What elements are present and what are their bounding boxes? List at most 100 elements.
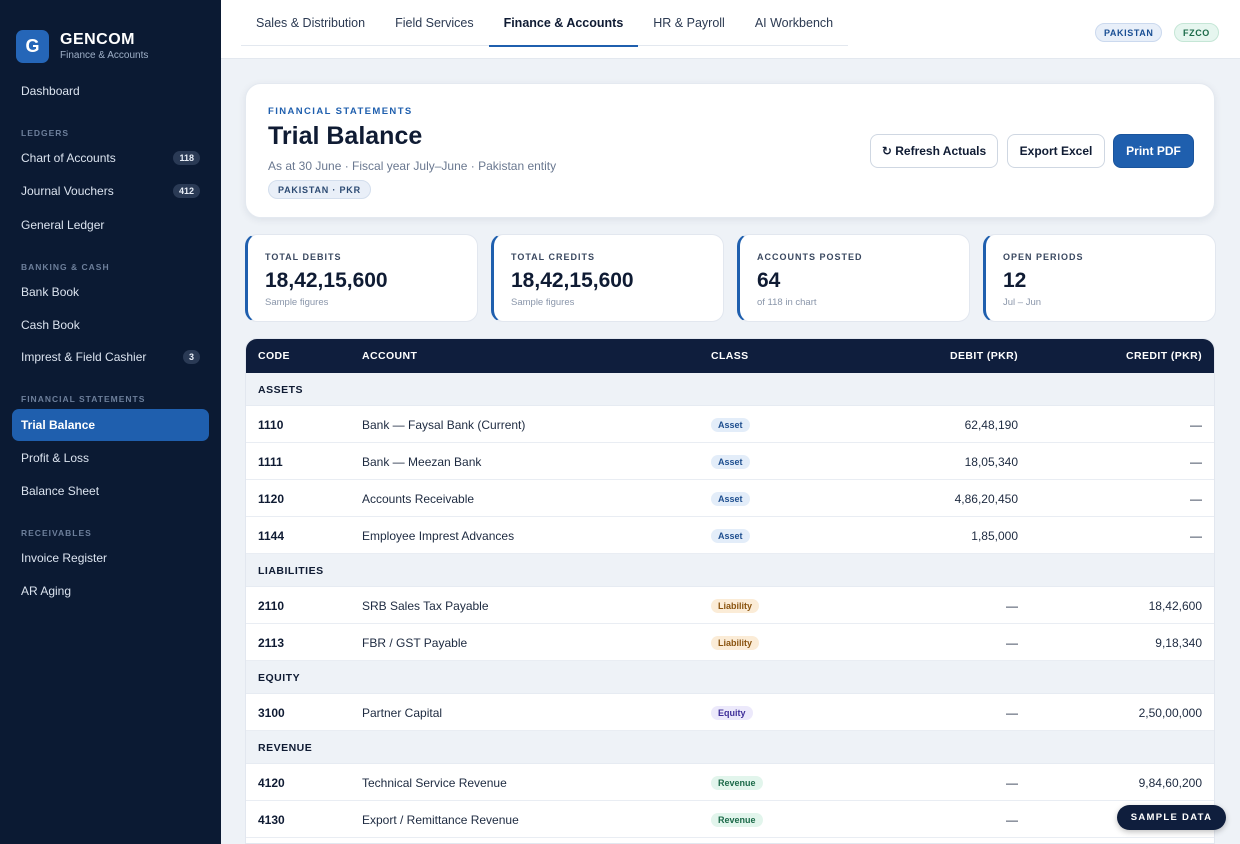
entity-currency-badge: PAKISTAN · PKR bbox=[268, 180, 371, 199]
sidebar-item-ar-aging[interactable]: AR Aging bbox=[12, 575, 209, 607]
column-header-account[interactable]: ACCOUNT bbox=[362, 350, 418, 362]
account-name: Accounts Receivable bbox=[362, 491, 475, 506]
table-body: ASSETS 1110 Bank — Faysal Bank (Current) As… bbox=[246, 373, 1214, 838]
section-header-row: EQUITY bbox=[246, 661, 1214, 694]
stat-value: 12 bbox=[1003, 269, 1027, 292]
debit-amount: 18,05,340 bbox=[964, 454, 1018, 469]
stat-label: OPEN PERIODS bbox=[1003, 252, 1084, 262]
table-row[interactable]: 4130 Export / Remittance Revenue Revenue — bbox=[246, 801, 1214, 838]
sidebar-item-invoice-register[interactable]: Invoice Register bbox=[12, 542, 209, 574]
account-class-cell: Liability bbox=[711, 587, 760, 624]
stat-note: Sample figures bbox=[511, 297, 575, 308]
module-tabs: Sales & Distribution Field Services Fina… bbox=[241, 0, 849, 47]
account-code: 4130 bbox=[258, 812, 285, 827]
credit-amount: 9,18,340 bbox=[1155, 635, 1202, 650]
count-badge: 3 bbox=[182, 350, 200, 364]
column-header-debit[interactable]: DEBIT (PKR) bbox=[950, 350, 1018, 362]
account-class-cell: Equity bbox=[711, 694, 753, 731]
table-row[interactable]: 2110 SRB Sales Tax Payable Liability — 18,42… bbox=[246, 587, 1214, 624]
account-class-cell: Revenue bbox=[711, 801, 763, 838]
account-class-cell: Liability bbox=[711, 624, 760, 661]
section-header-row: ASSETS bbox=[246, 373, 1214, 406]
sidebar-section-banking: BANKING & CASH bbox=[21, 262, 110, 272]
sidebar-item-imprest-field-cashier[interactable]: Imprest & Field Cashier 3 bbox=[12, 341, 209, 373]
brand-subtitle: Finance & Accounts bbox=[60, 50, 149, 61]
account-name: Technical Service Revenue bbox=[362, 775, 507, 790]
stat-note: Sample figures bbox=[265, 297, 329, 308]
sidebar-item-label: General Ledger bbox=[21, 218, 105, 232]
entity-pill[interactable]: FZCO bbox=[1174, 23, 1219, 42]
sidebar-item-label: Balance Sheet bbox=[21, 484, 100, 498]
tab-hr-payroll[interactable]: HR & Payroll bbox=[653, 16, 725, 30]
account-name: Bank — Faysal Bank (Current) bbox=[362, 417, 526, 432]
account-class-cell: Asset bbox=[711, 517, 750, 554]
debit-amount: — bbox=[1006, 812, 1018, 827]
class-badge: Liability bbox=[711, 598, 760, 613]
tab-sales-distribution[interactable]: Sales & Distribution bbox=[256, 16, 366, 30]
credit-amount: — bbox=[1190, 417, 1202, 432]
top-bar: Sales & Distribution Field Services Fina… bbox=[221, 0, 1240, 59]
table-row[interactable]: 1144 Employee Imprest Advances Asset 1,85,0… bbox=[246, 517, 1214, 554]
sidebar-item-bank-book[interactable]: Bank Book bbox=[12, 276, 209, 308]
credit-amount: 9,84,60,200 bbox=[1138, 775, 1202, 790]
brand-logo: G bbox=[16, 29, 49, 63]
account-code: 1110 bbox=[258, 417, 284, 432]
sidebar-item-chart-of-accounts[interactable]: Chart of Accounts 118 bbox=[12, 142, 209, 174]
table-row[interactable]: 1120 Accounts Receivable Asset 4,86,20,450 — bbox=[246, 480, 1214, 517]
sidebar-item-label: AR Aging bbox=[21, 584, 72, 598]
print-pdf-button[interactable]: Print PDF bbox=[1113, 134, 1194, 168]
class-badge: Revenue bbox=[711, 812, 763, 827]
column-header-code[interactable]: CODE bbox=[258, 350, 290, 362]
tab-field-services[interactable]: Field Services bbox=[395, 16, 474, 30]
column-header-class[interactable]: CLASS bbox=[711, 350, 749, 362]
sidebar-item-general-ledger[interactable]: General Ledger bbox=[12, 209, 209, 241]
account-code: 1144 bbox=[258, 528, 285, 543]
sidebar-item-label: Trial Balance bbox=[21, 418, 96, 432]
export-excel-button[interactable]: Export Excel bbox=[1007, 134, 1105, 168]
table-row[interactable]: 1110 Bank — Faysal Bank (Current) Asset 62,… bbox=[246, 406, 1214, 443]
sidebar-item-balance-sheet[interactable]: Balance Sheet bbox=[12, 475, 209, 507]
table-row[interactable]: 1111 Bank — Meezan Bank Asset 18,05,340 — bbox=[246, 443, 1214, 480]
sidebar-item-profit-loss[interactable]: Profit & Loss bbox=[12, 442, 209, 474]
account-code: 2110 bbox=[258, 598, 285, 613]
tab-finance-accounts[interactable]: Finance & Accounts bbox=[488, 0, 639, 47]
sidebar-section-ledgers: LEDGERS bbox=[21, 128, 70, 138]
region-pill[interactable]: PAKISTAN bbox=[1095, 23, 1163, 42]
debit-amount: — bbox=[1006, 775, 1018, 790]
sidebar-item-journal-vouchers[interactable]: Journal Vouchers 412 bbox=[12, 175, 209, 207]
class-badge: Asset bbox=[711, 528, 750, 543]
page-subtitle: As at 30 June · Fiscal year July–June · … bbox=[268, 159, 557, 173]
section-title: LIABILITIES bbox=[258, 564, 324, 577]
sidebar-item-cash-book[interactable]: Cash Book bbox=[12, 309, 209, 341]
table-row[interactable]: 2113 FBR / GST Payable Liability — 9,18,340 bbox=[246, 624, 1214, 661]
stat-total-debits: TOTAL DEBITS 18,42,15,600 Sample figures bbox=[245, 234, 478, 322]
class-badge: Revenue bbox=[711, 775, 763, 790]
stat-label: TOTAL DEBITS bbox=[265, 252, 342, 262]
credit-amount: — bbox=[1190, 528, 1202, 543]
sidebar-item-label: Journal Vouchers bbox=[21, 184, 114, 198]
table-row[interactable]: 3100 Partner Capital Equity — 2,50,00,000 bbox=[246, 694, 1214, 731]
table-row[interactable]: 4120 Technical Service Revenue Revenue — 9,8… bbox=[246, 764, 1214, 801]
tab-ai-workbench[interactable]: AI Workbench bbox=[754, 16, 834, 30]
stat-open-periods: OPEN PERIODS 12 Jul – Jun bbox=[983, 234, 1216, 322]
sidebar-item-trial-balance[interactable]: Trial Balance bbox=[12, 409, 209, 441]
sidebar-item-label: Dashboard bbox=[21, 84, 80, 98]
sidebar: G GENCOM Finance & Accounts Dashboard LE… bbox=[0, 0, 221, 844]
column-header-credit[interactable]: CREDIT (PKR) bbox=[1126, 350, 1202, 362]
account-code: 3100 bbox=[258, 705, 285, 720]
sidebar-item-dashboard[interactable]: Dashboard bbox=[12, 75, 209, 107]
stat-total-credits: TOTAL CREDITS 18,42,15,600 Sample figure… bbox=[491, 234, 724, 322]
account-code: 2113 bbox=[258, 635, 285, 650]
debit-amount: — bbox=[1006, 598, 1018, 613]
page-title: Trial Balance bbox=[268, 122, 423, 150]
debit-amount: 4,86,20,450 bbox=[954, 491, 1018, 506]
account-name: Bank — Meezan Bank bbox=[362, 454, 482, 469]
account-name: Export / Remittance Revenue bbox=[362, 812, 519, 827]
refresh-actuals-button[interactable]: ↻ Refresh Actuals bbox=[870, 134, 998, 168]
section-title: REVENUE bbox=[258, 741, 313, 754]
debit-amount: — bbox=[1006, 635, 1018, 650]
stat-label: ACCOUNTS POSTED bbox=[757, 252, 863, 262]
credit-amount: 18,42,600 bbox=[1148, 598, 1202, 613]
stat-value: 18,42,15,600 bbox=[265, 269, 388, 292]
sample-data-badge: SAMPLE DATA bbox=[1117, 805, 1226, 830]
